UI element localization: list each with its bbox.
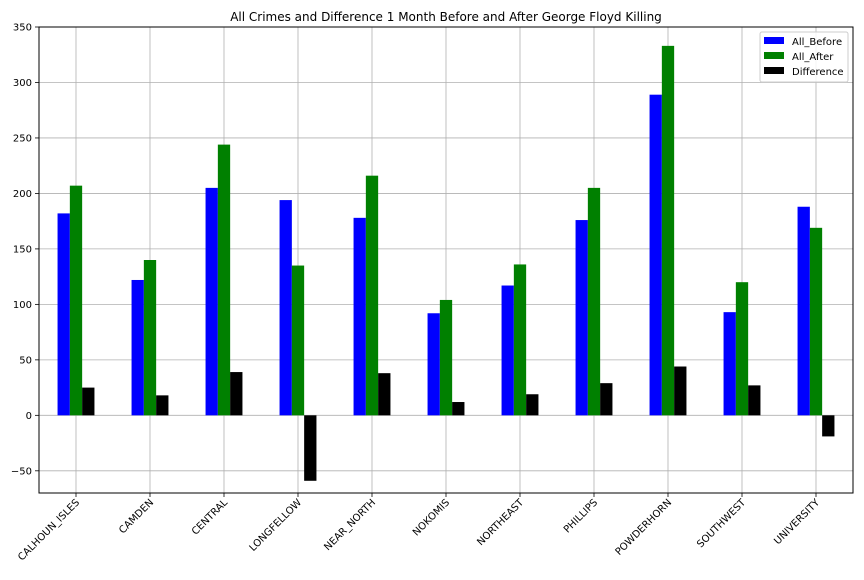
x-tick-label: POWDERHORN <box>614 497 675 558</box>
bar-all-after <box>143 260 157 416</box>
y-tick-label: 50 <box>19 355 32 366</box>
bar-all-before <box>131 279 144 416</box>
bar-all-before <box>649 94 662 416</box>
bar-all-after <box>439 299 453 416</box>
bar-all-after <box>587 187 601 416</box>
x-tick-label: NOKOMIS <box>411 497 452 538</box>
legend: All_Before All_After Difference <box>759 31 849 83</box>
y-tick-label: −50 <box>11 466 32 477</box>
legend-swatch <box>764 67 784 74</box>
bar-difference <box>452 402 465 416</box>
bar-all-before <box>57 213 70 416</box>
bar-all-before <box>797 206 810 416</box>
y-tick-label: 0 <box>26 411 32 422</box>
x-tick-label: CENTRAL <box>190 497 230 537</box>
x-tick-label: NORTHEAST <box>475 497 526 548</box>
y-tick-label: 300 <box>13 78 32 89</box>
legend-label: All_Before <box>792 37 842 48</box>
x-tick-label: UNIVERSITY <box>772 497 822 547</box>
bar-difference <box>600 383 613 416</box>
bar-difference <box>82 387 95 416</box>
y-tick-label: 150 <box>13 244 32 255</box>
bar-difference <box>156 395 169 416</box>
bar-difference <box>304 415 317 481</box>
legend-label: Difference <box>792 67 844 78</box>
legend-swatch <box>764 37 784 44</box>
bar-difference <box>822 415 835 437</box>
bar-all-after <box>809 227 823 416</box>
y-tick-label: 350 <box>13 23 32 34</box>
bar-all-before <box>279 200 292 416</box>
bar-all-before <box>501 285 514 416</box>
bar-all-after <box>365 175 379 416</box>
x-tick-label: CALHOUN_ISLES <box>16 497 82 563</box>
bar-difference <box>230 372 243 416</box>
bar-all-before <box>205 187 218 416</box>
x-tick-label: SOUTHWEST <box>695 497 749 551</box>
bar-all-before <box>427 313 440 416</box>
legend-label: All_After <box>792 52 834 63</box>
bar-difference <box>748 385 761 416</box>
bar-difference <box>378 373 391 416</box>
grid-layer <box>39 26 853 493</box>
bars-layer <box>57 45 835 481</box>
y-tick-label: 100 <box>13 300 32 311</box>
x-tick-label: NEAR_NORTH <box>322 497 378 553</box>
bar-all-after <box>735 282 749 416</box>
bar-all-after <box>291 265 305 416</box>
bar-difference <box>526 394 539 416</box>
legend-swatch <box>764 52 784 59</box>
bar-all-after <box>513 264 527 416</box>
x-tick-label: CAMDEN <box>117 497 156 536</box>
chart-title: All Crimes and Difference 1 Month Before… <box>230 10 662 24</box>
x-tick-label: PHILLIPS <box>562 497 600 535</box>
bar-all-after <box>661 45 675 416</box>
bar-all-before <box>575 220 588 416</box>
x-tick-label: LONGFELLOW <box>248 497 305 554</box>
y-tick-label: 200 <box>13 189 32 200</box>
bar-all-before <box>723 312 736 416</box>
bar-difference <box>674 366 687 416</box>
bar-all-before <box>353 217 366 416</box>
bar-all-after <box>69 185 83 416</box>
bar-all-after <box>217 144 231 416</box>
y-tick-label: 250 <box>13 133 32 144</box>
